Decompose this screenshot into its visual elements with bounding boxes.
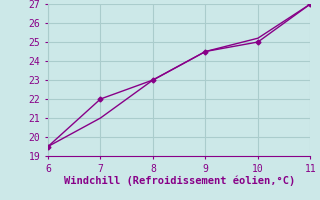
X-axis label: Windchill (Refroidissement éolien,°C): Windchill (Refroidissement éolien,°C) <box>64 175 295 186</box>
